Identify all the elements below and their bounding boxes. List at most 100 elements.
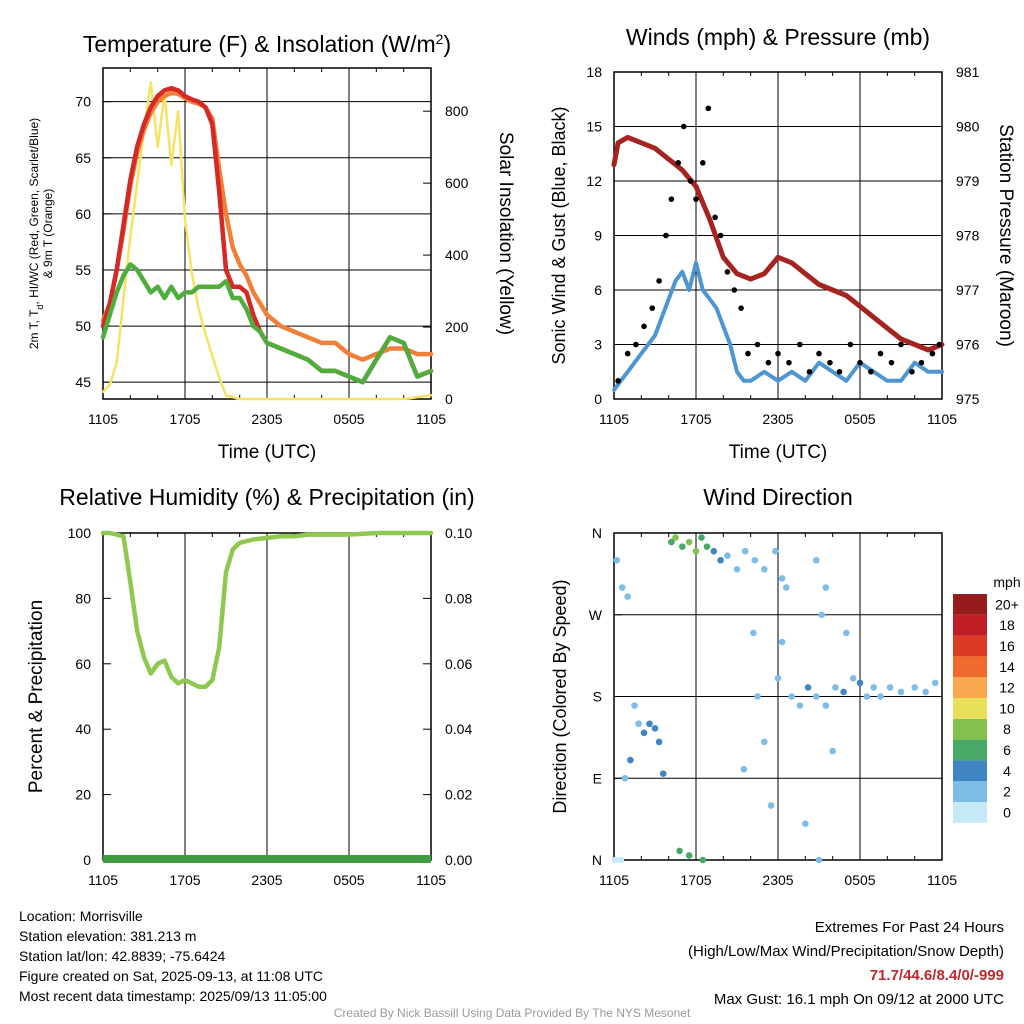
x-tick-label: 0505 <box>844 872 875 888</box>
direction-point <box>761 738 768 746</box>
x-tick-label: 2305 <box>762 411 793 427</box>
y2-tick-label: 0.04 <box>445 721 472 737</box>
y2-tick-label: 975 <box>956 391 980 407</box>
direction-point <box>659 770 667 778</box>
y-axis-label: 2m T, Td, HI/WC (Red, Green, Scarlet/Blu… <box>27 118 45 349</box>
direction-point <box>710 547 718 555</box>
direction-point <box>651 724 659 732</box>
x-tick-label: 2305 <box>762 872 793 888</box>
y2-tick-label: 980 <box>956 119 980 135</box>
direction-point <box>679 543 686 550</box>
direction-point <box>856 679 864 687</box>
colorbar-label: 18 <box>999 617 1015 633</box>
y-tick-label: 9 <box>594 228 602 244</box>
y2-tick-label: 0 <box>445 391 453 407</box>
y2-tick-label: 0.08 <box>445 590 472 606</box>
colorbar-title: mph <box>993 574 1020 590</box>
series-sonic-wind <box>612 260 944 392</box>
panel-title: Wind Direction <box>703 484 853 510</box>
colorbar-swatch <box>953 698 987 719</box>
direction-point <box>631 702 638 709</box>
station-info: Location: Morrisville Station elevation:… <box>19 906 327 1006</box>
colorbar-label: 8 <box>1003 721 1011 737</box>
y2-tick-label: 0.02 <box>445 787 472 803</box>
gust-point <box>786 359 792 366</box>
wind-direction-panel: 1105 1705 2305 0505 1105 N E S W N Wind Direction D… <box>550 484 957 888</box>
plot-frame <box>613 532 943 861</box>
extremes-fields: (High/Low/Max Wind/Precipitation/Snow De… <box>688 943 1004 960</box>
x-tick-label: 1105 <box>88 872 118 888</box>
colorbar-label: 6 <box>1003 742 1011 758</box>
direction-point <box>778 575 786 582</box>
gust-point <box>641 323 647 330</box>
gust-point <box>745 350 751 357</box>
gust-point <box>717 232 724 239</box>
gust-point <box>918 359 925 366</box>
humidity-precip-panel: 1105 1705 2305 0505 1105 0 20 40 60 80 100 0.00 0.02… <box>26 484 475 888</box>
colorbar-label: 14 <box>999 659 1015 675</box>
extremes-title: Extremes For Past 24 Hours <box>814 919 1004 936</box>
direction-point <box>822 702 830 709</box>
winds-pressure-panel: 1105 1705 2305 0505 1105 0 3 6 9 12 15 18 975 976 977 9… <box>549 24 1016 463</box>
gust-point <box>724 269 731 275</box>
gust-point <box>700 160 706 166</box>
direction-point <box>668 538 675 546</box>
gust-point <box>857 359 863 366</box>
gust-point <box>675 160 682 166</box>
direction-point <box>692 547 700 555</box>
gust-point <box>909 368 915 375</box>
panel-title: Temperature (F) & Insolation (W/m2) <box>83 31 451 57</box>
x-tick-label: 1705 <box>680 872 711 888</box>
direction-point <box>812 693 820 700</box>
direction-point <box>832 684 839 691</box>
gust-point <box>680 123 687 130</box>
y-tick-label: 20 <box>75 787 91 803</box>
colorbar-label: 16 <box>999 638 1015 654</box>
direction-point <box>870 684 877 691</box>
y-tick-label: 70 <box>75 94 91 110</box>
direction-point <box>804 684 812 691</box>
y-tick-label: 40 <box>75 721 91 737</box>
direction-point <box>621 774 629 782</box>
x-tick-label: 0505 <box>333 872 364 888</box>
series-relative-humidity <box>100 530 434 689</box>
gust-point <box>806 368 813 375</box>
direction-point <box>724 552 731 560</box>
gust-point <box>877 350 884 357</box>
credit-text: Created By Nick Bassill Using Data Provi… <box>333 1006 691 1020</box>
wind-speed-colorbar: mph 0 2 4 6 8 10 12 14 16 18 20+ <box>953 574 1021 823</box>
gust-point <box>754 341 761 348</box>
x-tick-label: 1105 <box>599 872 629 888</box>
x-tick-label: 2305 <box>251 411 282 427</box>
y2-tick-label: 976 <box>956 337 980 353</box>
y-tick-label: E <box>593 770 602 786</box>
gust-point <box>712 214 718 221</box>
direction-point <box>703 543 711 550</box>
direction-point <box>922 688 929 696</box>
direction-point <box>761 566 768 573</box>
colorbar-swatch <box>953 635 987 657</box>
direction-point <box>802 820 809 827</box>
y-tick-label: 6 <box>594 282 602 298</box>
y-tick-label: 65 <box>75 150 91 166</box>
y-tick-label: N <box>592 852 602 868</box>
superscript: 2 <box>436 31 444 47</box>
direction-point <box>863 693 871 700</box>
direction-point <box>812 556 820 564</box>
gust-point <box>731 287 738 293</box>
direction-point <box>897 688 905 696</box>
y2-tick-label: 977 <box>956 282 980 298</box>
direction-point <box>843 629 850 637</box>
series-solar-insolation <box>101 81 433 401</box>
direction-point <box>886 684 894 691</box>
x-axis-label: Time (UTC) <box>729 442 828 463</box>
gust-point <box>827 359 833 366</box>
colorbar-swatch <box>953 718 987 740</box>
y-tick-label: 12 <box>586 173 602 189</box>
colorbar-swatch <box>953 760 987 782</box>
direction-point <box>676 847 683 855</box>
direction-point <box>788 693 795 700</box>
direction-point <box>685 538 693 546</box>
gust-point <box>847 341 854 348</box>
elevation-text: Station elevation: 381.213 m <box>19 928 197 944</box>
